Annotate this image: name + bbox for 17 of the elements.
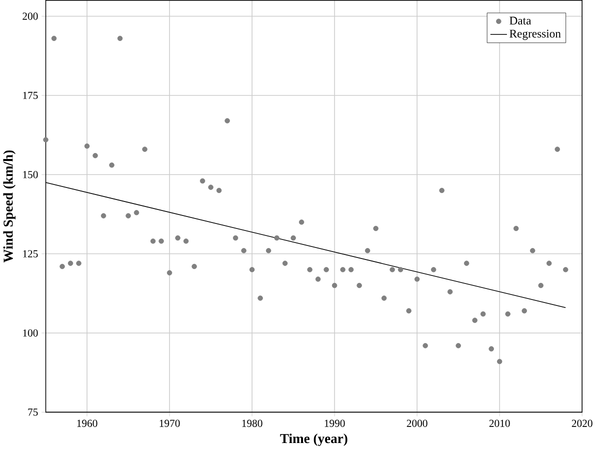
y-tick-label: 125 [23, 250, 38, 258]
y-tick-label: 75 [28, 408, 38, 416]
y-axis-title: Wind Speed (km/h) [3, 150, 16, 262]
y-tick-label: 175 [23, 92, 38, 99]
x-tick-label: 1980 [242, 420, 262, 427]
x-axis-title: Time (year) [280, 434, 348, 446]
y-tick-label: 200 [22, 12, 38, 20]
legend-label: Regression [510, 30, 561, 40]
y-tick-label: 150 [23, 170, 38, 178]
x-tick-label: 1990 [324, 420, 345, 427]
x-tick-label: 2000 [406, 420, 428, 427]
x-tick-label: 1970 [160, 420, 180, 427]
x-tick-label: 2020 [572, 420, 592, 427]
x-tick-label: 1960 [77, 420, 98, 427]
y-tick-label: 100 [23, 329, 38, 337]
legend-label: Data [510, 16, 532, 24]
x-tick-label: 2010 [489, 420, 510, 427]
